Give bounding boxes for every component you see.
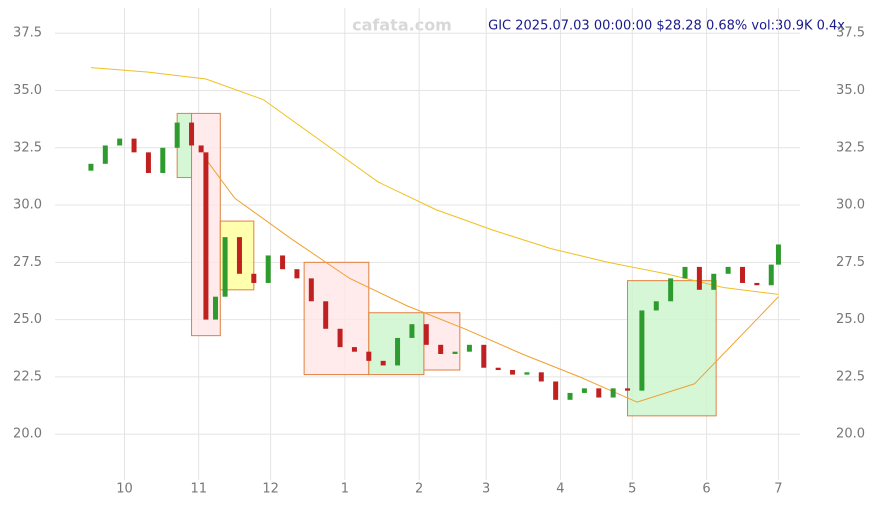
y-tick-label: 20.0 [13, 427, 42, 442]
candle [725, 266, 731, 274]
x-tick-label: 5 [628, 482, 636, 497]
candle [236, 237, 242, 274]
candle [495, 367, 501, 371]
y-tick-label-right: 20.0 [836, 427, 865, 442]
candle [160, 147, 166, 173]
candle [711, 273, 717, 290]
candle [337, 328, 343, 348]
candle [682, 266, 688, 279]
candle [198, 145, 204, 153]
candle [438, 344, 444, 354]
candle [380, 360, 386, 366]
moving-average [205, 158, 779, 403]
candle [131, 138, 137, 153]
y-tick-label-right: 35.0 [836, 83, 865, 98]
candle [294, 269, 300, 279]
candle [102, 145, 108, 164]
y-tick-label-right: 37.5 [836, 26, 865, 41]
candle [366, 351, 372, 361]
candle [145, 152, 151, 173]
y-tick-label-right: 30.0 [836, 198, 865, 213]
candle [524, 372, 530, 375]
x-tick-label: 3 [482, 482, 490, 497]
y-tick-label: 37.5 [13, 26, 42, 41]
candle [423, 324, 429, 345]
candle [212, 296, 218, 320]
candle [222, 237, 228, 297]
candle [351, 347, 357, 352]
y-tick-label: 27.5 [13, 255, 42, 270]
candle [510, 370, 516, 375]
x-tick-label: 7 [774, 482, 782, 497]
y-tick-label-right: 27.5 [836, 255, 865, 270]
x-tick-label: 2 [415, 482, 423, 497]
candle [596, 388, 602, 398]
candle [395, 337, 401, 366]
chart-title: GIC 2025.07.03 00:00:00 $28.28 0.68% vol… [488, 19, 845, 34]
candle [280, 255, 286, 270]
candle [466, 344, 472, 352]
x-tick-label: 4 [556, 482, 564, 497]
x-tick-label: 10 [116, 482, 133, 497]
candle [754, 282, 760, 286]
candle [265, 255, 271, 283]
y-tick-label: 35.0 [13, 83, 42, 98]
candle [581, 388, 587, 393]
candle [117, 138, 123, 146]
y-tick-label-right: 25.0 [836, 312, 865, 327]
candle [308, 278, 314, 302]
candle [668, 278, 674, 302]
candle [452, 351, 458, 354]
x-tick-label: 12 [262, 482, 279, 497]
zone-box [423, 312, 461, 371]
y-tick-label-right: 22.5 [836, 369, 865, 384]
candle [481, 344, 487, 368]
candle [740, 266, 746, 283]
candle [768, 264, 774, 286]
candle [610, 388, 616, 398]
candle [251, 273, 257, 283]
candle [174, 122, 180, 148]
candle [189, 122, 195, 146]
y-tick-label-right: 32.5 [836, 140, 865, 155]
zone-box [303, 261, 370, 376]
candle [409, 324, 415, 338]
candle [553, 381, 559, 400]
candle [775, 244, 781, 265]
candle [625, 388, 631, 391]
y-tick-label: 32.5 [13, 140, 42, 155]
candle [323, 301, 329, 329]
candle [639, 310, 645, 391]
x-tick-label: 6 [702, 482, 710, 497]
y-tick-label: 22.5 [13, 369, 42, 384]
candle [653, 301, 659, 311]
candle [696, 266, 702, 290]
candle [538, 372, 544, 382]
y-tick-label: 25.0 [13, 312, 42, 327]
candle [567, 392, 573, 400]
y-tick-label: 30.0 [13, 198, 42, 213]
x-tick-label: 1 [341, 482, 349, 497]
x-tick-label: 11 [190, 482, 207, 497]
candle [88, 163, 94, 171]
watermark: cafata.com [352, 16, 452, 35]
candle [203, 152, 209, 320]
moving-average [90, 67, 779, 295]
